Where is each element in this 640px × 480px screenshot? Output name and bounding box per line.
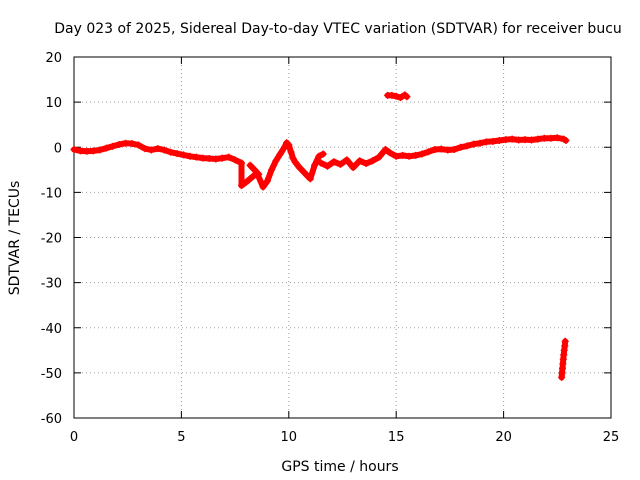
x-tick-label: 5 xyxy=(177,430,185,445)
y-tick-label: -30 xyxy=(41,277,62,292)
y-tick-label: 0 xyxy=(54,141,62,156)
x-axis: 0 5 10 15 20 25 xyxy=(70,57,619,445)
x-axis-title: GPS time / hours xyxy=(281,459,398,475)
y-tick-label: 10 xyxy=(45,96,62,111)
x-tick-label: 25 xyxy=(603,430,620,445)
y-tick-label: -50 xyxy=(41,367,62,382)
x-tick-label: 15 xyxy=(388,430,405,445)
x-tick-label: 10 xyxy=(281,430,298,445)
y-tick-label: -60 xyxy=(41,412,62,427)
series-trace xyxy=(558,338,569,381)
y-tick-label: 20 xyxy=(45,51,62,66)
series-trace xyxy=(384,91,410,101)
y-tick-label: -20 xyxy=(41,232,62,247)
grid xyxy=(74,57,611,418)
y-tick-label: -10 xyxy=(41,186,62,201)
chart-title: Day 023 of 2025, Sidereal Day-to-day VTE… xyxy=(54,21,622,37)
y-axis: -60 -50 -40 -30 -20 -10 0 10 20 xyxy=(41,51,611,427)
series-sdtvar xyxy=(70,91,570,381)
y-tick-label: -40 xyxy=(41,322,62,337)
series-trace xyxy=(71,140,262,189)
series-trace xyxy=(247,139,327,190)
series-trace xyxy=(318,134,569,171)
x-tick-label: 20 xyxy=(495,430,512,445)
x-tick-label: 0 xyxy=(70,430,78,445)
y-axis-title: SDTVAR / TECUs xyxy=(7,181,23,296)
